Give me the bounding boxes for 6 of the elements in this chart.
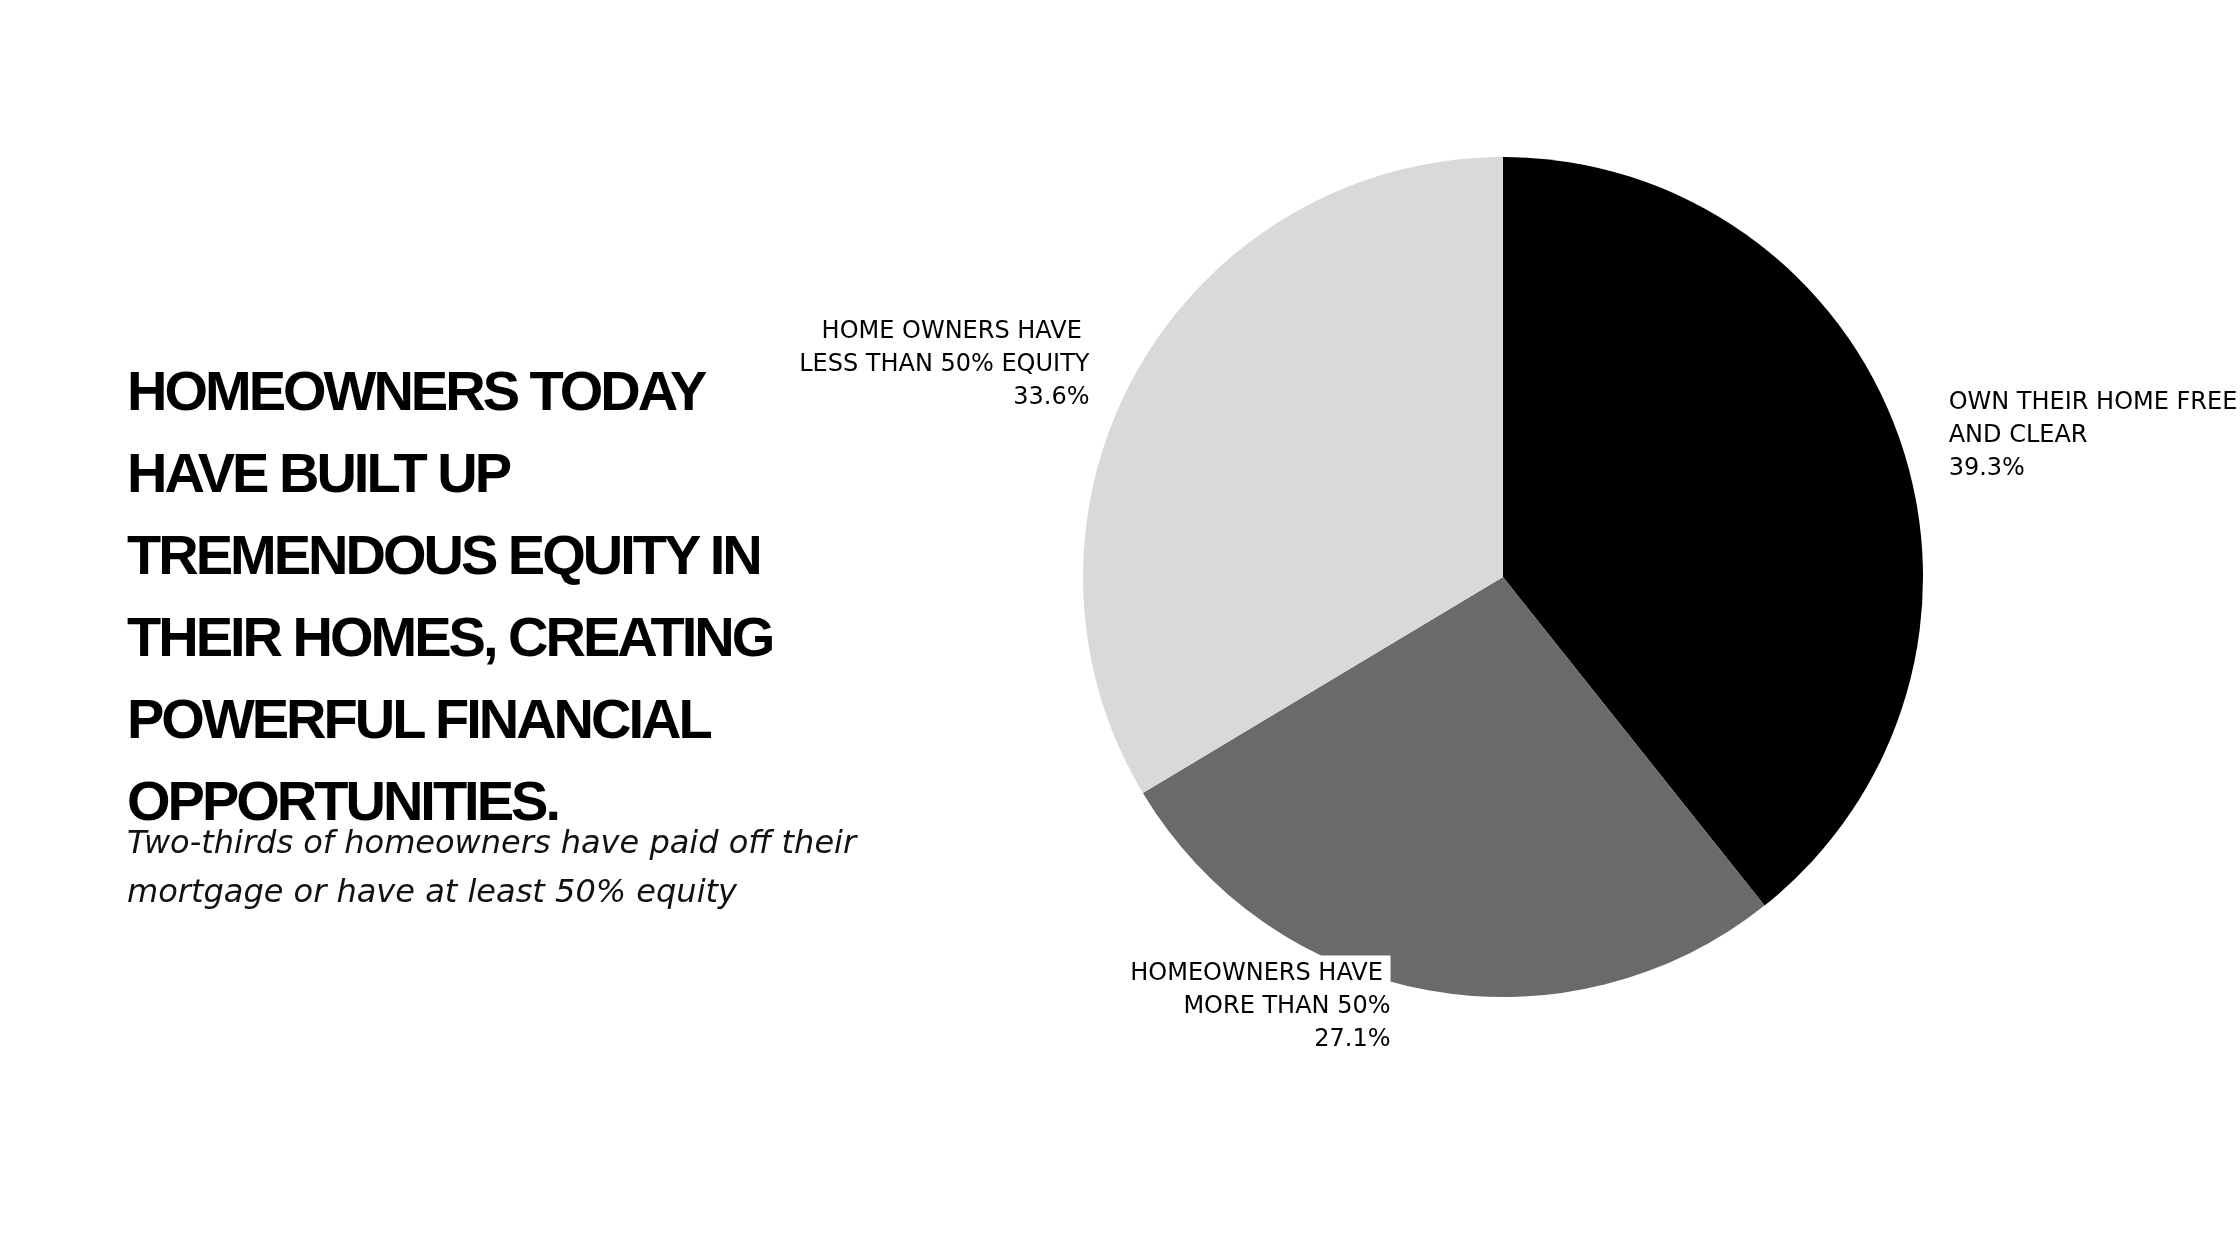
- slice-label: OWN THEIR HOME FREE AND CLEAR: [1948, 386, 2240, 448]
- data-label: 27.1%: [1314, 1024, 1391, 1053]
- data-label: 33.6%: [1013, 381, 1090, 410]
- data-label: 39.3%: [1948, 452, 2025, 481]
- slice-label: HOME OWNERS HAVE LESS THAN 50% EQUITY: [799, 315, 1090, 377]
- slice-label: HOMEOWNERS HAVE MORE THAN 50%: [1130, 958, 1391, 1020]
